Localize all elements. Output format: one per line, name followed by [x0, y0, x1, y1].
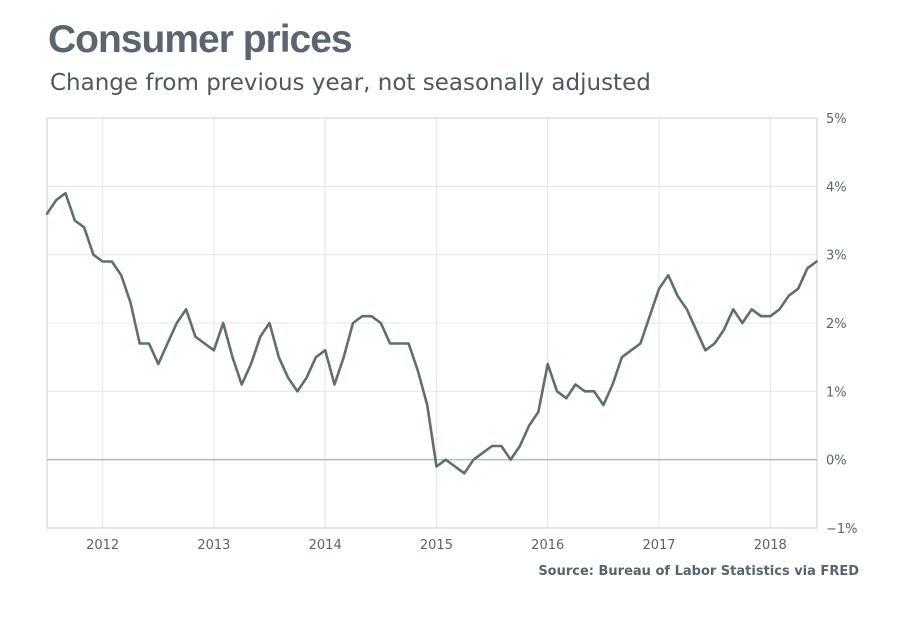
series-group: [45, 191, 818, 475]
chart-title: Consumer prices: [48, 18, 353, 61]
grid-lines: [47, 117, 817, 529]
source-note: Source: Bureau of Labor Statistics via F…: [538, 564, 859, 579]
y-axis-labels: 5% 4% 3% 2% 1% 0% −1%: [826, 112, 858, 537]
x-tick-label: 2014: [309, 538, 342, 553]
x-tick-label: 2012: [86, 538, 119, 553]
y-tick-label: 1%: [826, 385, 847, 400]
y-tick-label: 4%: [826, 180, 847, 195]
y-tick-label: 0%: [826, 454, 847, 469]
x-tick-label: 2018: [754, 538, 787, 553]
y-tick-label: 2%: [826, 317, 847, 332]
plot-frame: [46, 117, 818, 529]
y-tick-label: −1%: [826, 522, 858, 537]
x-axis-labels: 2012 2013 2014 2015 2016 2017 2018: [86, 538, 787, 553]
x-tick-label: 2016: [531, 538, 564, 553]
x-tick-label: 2015: [420, 538, 453, 553]
series-line: [45, 191, 818, 475]
y-tick-label: 3%: [826, 249, 847, 264]
x-tick-label: 2017: [642, 538, 675, 553]
chart-subtitle: Change from previous year, not seasonall…: [50, 70, 651, 96]
x-tick-label: 2013: [197, 538, 230, 553]
y-tick-label: 5%: [826, 112, 847, 127]
